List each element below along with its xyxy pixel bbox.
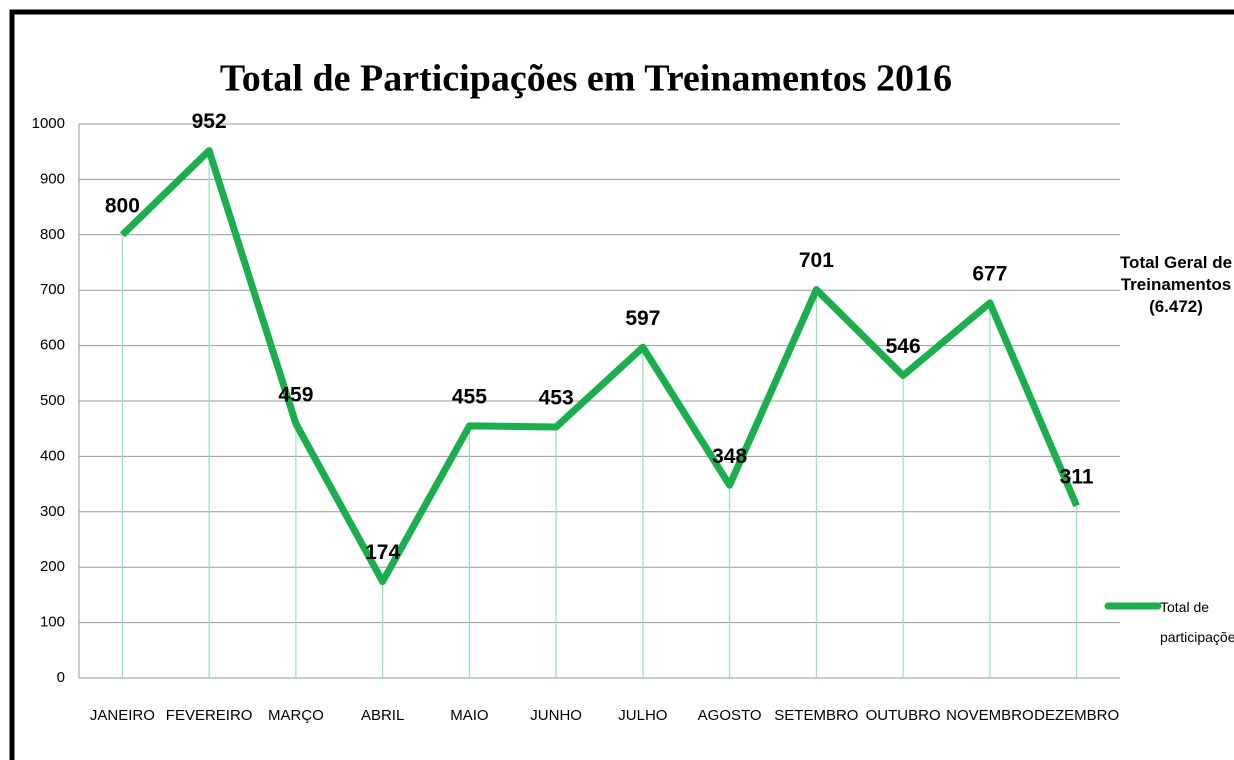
data-label: 455	[452, 385, 487, 408]
data-label: 677	[972, 262, 1007, 285]
data-label: 459	[278, 383, 313, 406]
chart-title: Total de Participações em Treinamentos 2…	[220, 58, 952, 100]
data-label: 546	[886, 335, 921, 358]
annotation-box: Total Geral de Treinamentos (6.472)	[1119, 253, 1233, 316]
frame	[9, 9, 1234, 760]
data-label: 453	[539, 387, 574, 410]
y-tick-label: 1000	[32, 115, 65, 132]
data-label: 311	[1060, 465, 1094, 488]
data-line	[119, 147, 1080, 586]
x-tick-label: DEZEMBRO	[1034, 707, 1119, 724]
y-tick-label: 100	[40, 614, 65, 631]
y-tick-label: 900	[40, 170, 65, 187]
data-label: 597	[625, 307, 660, 330]
data-label: 952	[192, 110, 227, 133]
y-tick-label: 0	[57, 669, 65, 686]
x-tick-label: FEVEREIRO	[166, 707, 253, 724]
x-tick-label: MAIO	[450, 707, 488, 724]
data-label: 174	[365, 541, 400, 564]
x-tick-label: AGOSTO	[698, 707, 762, 724]
annotation: Total Geral de Treinamentos (6.472)	[1119, 253, 1233, 316]
x-tick-label: JANEIRO	[90, 707, 155, 724]
y-tick-label: 600	[40, 337, 65, 354]
x-tick-label: JUNHO	[530, 707, 582, 724]
x-tick-label: OUTUBRO	[866, 707, 941, 724]
data-label: 701	[799, 249, 834, 272]
y-tick-label: 400	[40, 447, 65, 464]
x-tick-label: NOVEMBRO	[946, 707, 1034, 724]
y-tick-label: 200	[40, 558, 65, 575]
x-tick-label: JULHO	[618, 707, 667, 724]
y-tick-label: 700	[40, 281, 65, 298]
x-tick-label: SETEMBRO	[774, 707, 858, 724]
y-tick-label: 800	[40, 226, 65, 243]
legend-text-box: Total de participações	[1160, 599, 1234, 645]
y-tick-label: 300	[40, 503, 65, 520]
x-tick-label: ABRIL	[361, 707, 404, 724]
legend-label: Total de participações	[1160, 599, 1234, 645]
data-label: 348	[712, 445, 747, 468]
data-label: 800	[105, 194, 140, 217]
y-tick-label: 500	[40, 392, 65, 409]
x-tick-label: MARÇO	[268, 707, 324, 724]
